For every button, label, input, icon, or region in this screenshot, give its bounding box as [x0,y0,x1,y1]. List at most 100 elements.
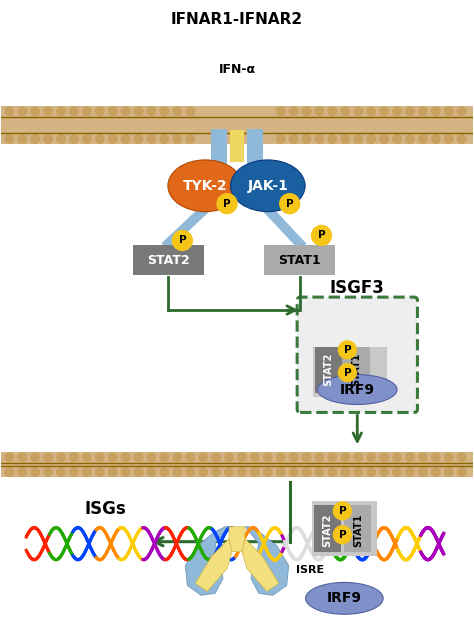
Bar [264,245,336,275]
Circle shape [418,452,428,462]
Circle shape [405,467,415,477]
Circle shape [289,106,299,116]
Circle shape [121,134,131,144]
Text: P: P [286,199,293,209]
Text: ISGs: ISGs [85,500,127,518]
Circle shape [185,134,195,144]
Circle shape [315,467,325,477]
Circle shape [173,452,182,462]
Circle shape [69,106,79,116]
Circle shape [56,452,66,462]
Circle shape [134,467,144,477]
Circle shape [444,452,454,462]
Circle shape [353,452,363,462]
Ellipse shape [168,160,243,211]
Bar [133,245,204,275]
Circle shape [43,134,53,144]
Circle shape [315,106,325,116]
Circle shape [311,225,331,245]
Circle shape [198,452,208,462]
Text: P: P [318,231,325,241]
Circle shape [263,467,273,477]
Polygon shape [229,527,245,552]
Circle shape [30,467,40,477]
Circle shape [185,467,195,477]
Circle shape [379,134,389,144]
Circle shape [173,231,192,250]
Circle shape [301,452,311,462]
Circle shape [69,452,79,462]
Circle shape [328,452,337,462]
Circle shape [43,467,53,477]
Circle shape [457,106,466,116]
Circle shape [418,134,428,144]
Circle shape [146,106,156,116]
Circle shape [108,467,118,477]
Circle shape [108,106,118,116]
Polygon shape [195,538,232,591]
Circle shape [134,106,144,116]
Circle shape [224,467,234,477]
Circle shape [82,134,92,144]
Circle shape [338,341,356,359]
Circle shape [328,467,337,477]
Text: P: P [338,530,346,540]
Text: STAT2: STAT2 [147,254,190,267]
Circle shape [4,452,14,462]
Circle shape [198,467,208,477]
Circle shape [418,106,428,116]
Circle shape [340,452,350,462]
Circle shape [159,452,169,462]
Text: IRF9: IRF9 [340,382,375,397]
Circle shape [276,134,286,144]
Circle shape [444,467,454,477]
Circle shape [121,467,131,477]
Polygon shape [185,527,229,596]
Circle shape [328,134,337,144]
Text: P: P [344,368,351,378]
Circle shape [392,106,402,116]
Circle shape [276,467,286,477]
Circle shape [392,452,402,462]
Circle shape [340,134,350,144]
Circle shape [56,106,66,116]
Circle shape [159,106,169,116]
Circle shape [276,452,286,462]
Circle shape [159,134,169,144]
Circle shape [366,467,376,477]
Circle shape [353,106,363,116]
Bar [1,106,473,144]
Circle shape [82,467,92,477]
Circle shape [289,467,299,477]
Circle shape [301,467,311,477]
Circle shape [43,452,53,462]
Circle shape [4,134,14,144]
Circle shape [17,467,27,477]
Circle shape [82,452,92,462]
Circle shape [431,134,441,144]
Circle shape [315,452,325,462]
Circle shape [95,467,105,477]
Polygon shape [242,538,279,591]
Bar [211,129,227,164]
Circle shape [108,134,118,144]
Bar [315,347,342,392]
Circle shape [289,452,299,462]
Circle shape [82,106,92,116]
Ellipse shape [306,582,383,614]
Circle shape [56,134,66,144]
Circle shape [405,106,415,116]
Text: P: P [223,199,231,209]
Circle shape [43,106,53,116]
Text: P: P [338,506,346,516]
Text: ISGF3: ISGF3 [330,279,385,297]
Circle shape [366,452,376,462]
Circle shape [30,106,40,116]
Circle shape [392,134,402,144]
Circle shape [237,467,247,477]
Text: JAK-1: JAK-1 [247,179,288,193]
Circle shape [315,134,325,144]
Circle shape [146,134,156,144]
Circle shape [457,134,466,144]
Circle shape [457,467,466,477]
